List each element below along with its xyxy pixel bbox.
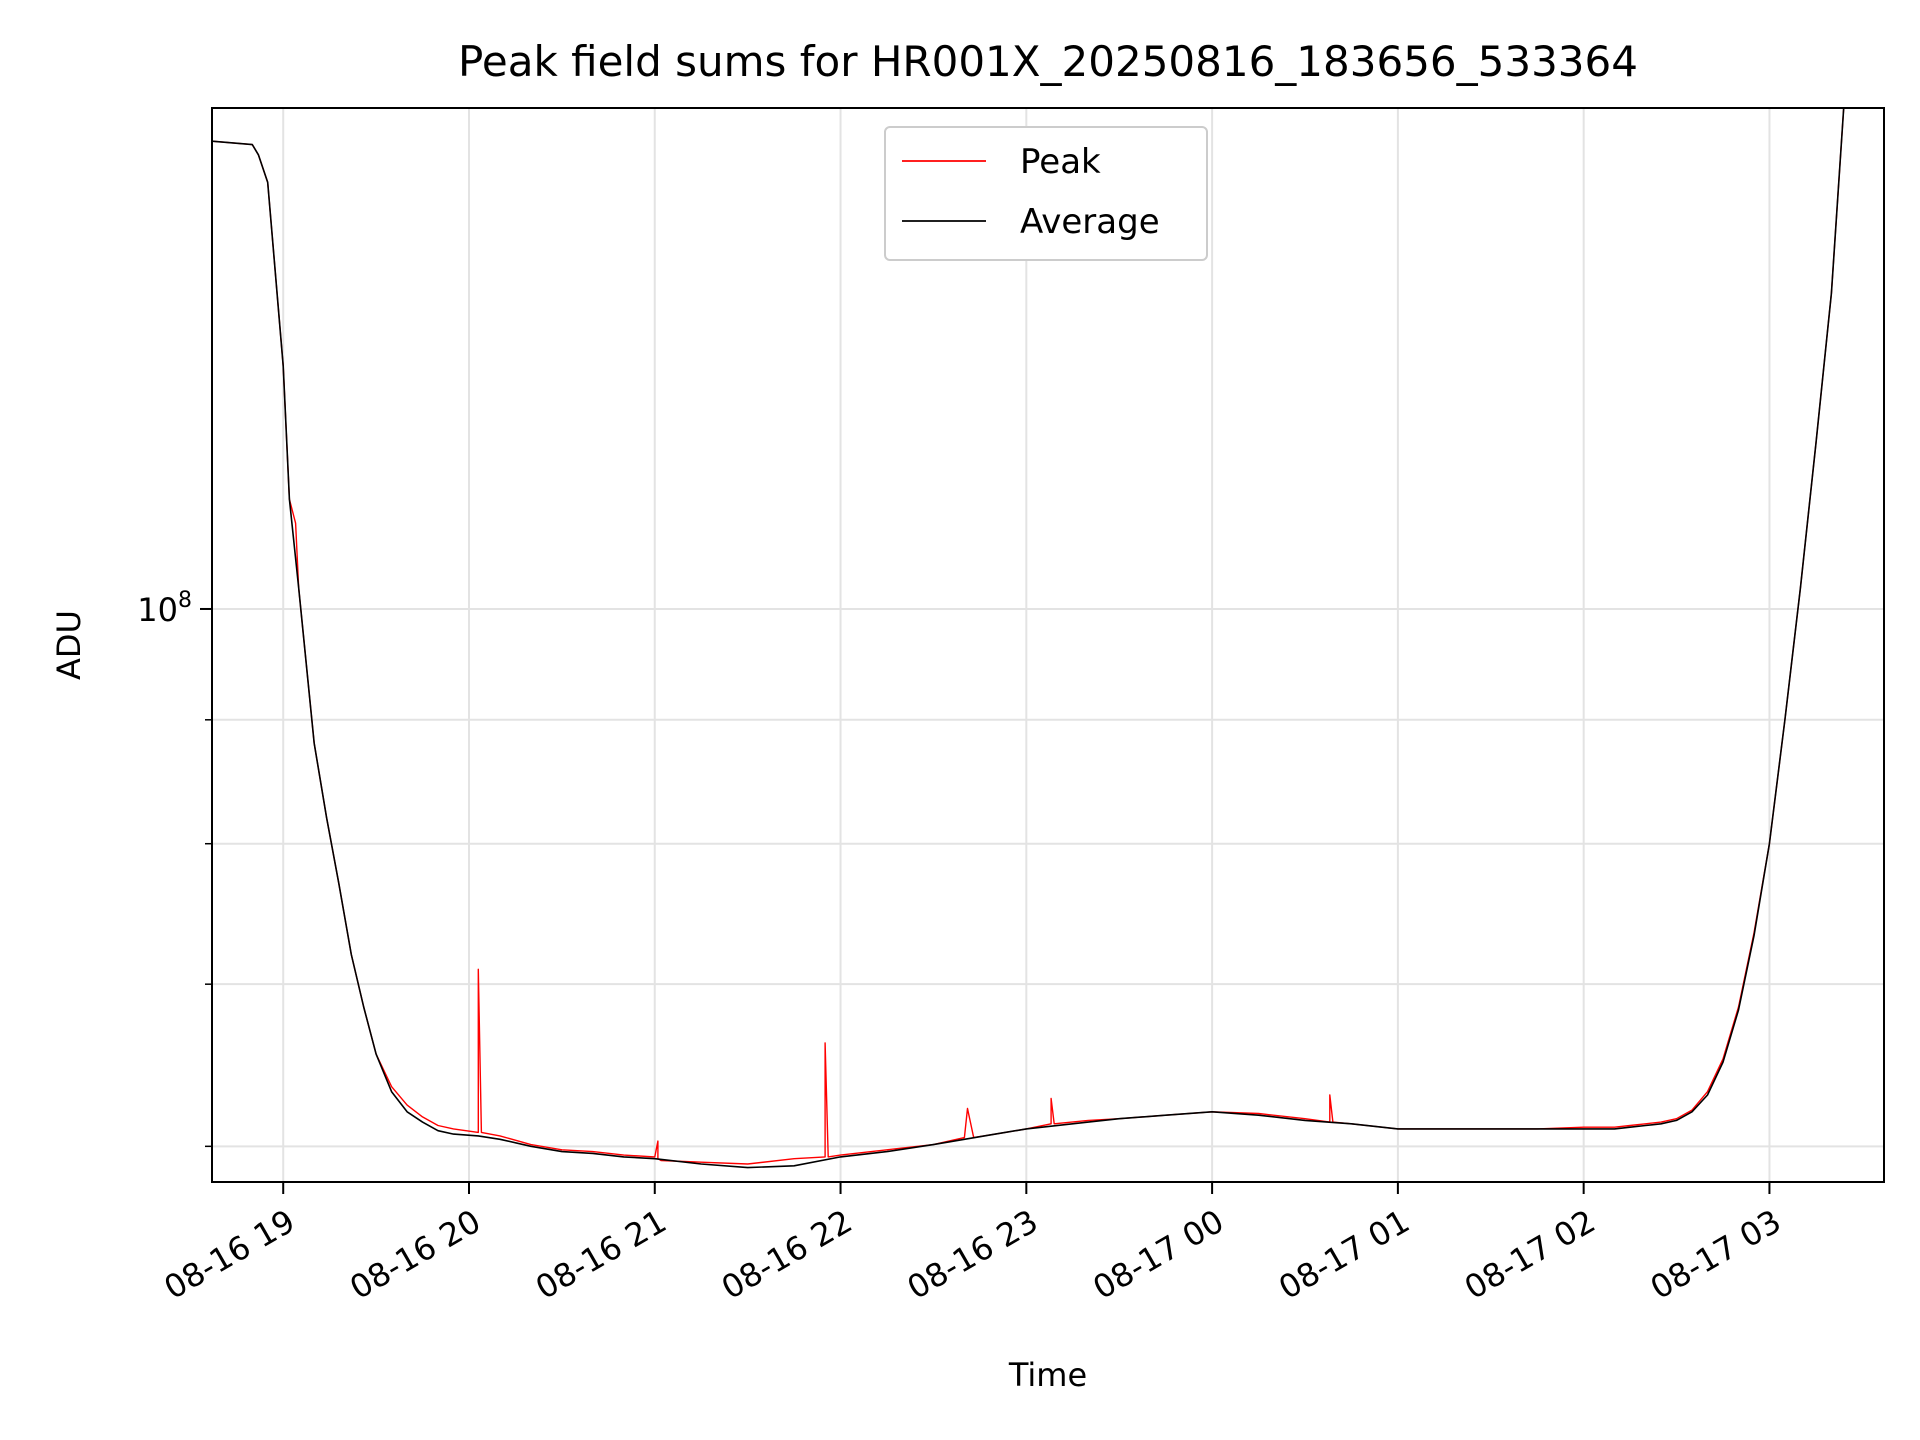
grid: [212, 108, 1884, 1182]
y-tick-label: 108: [137, 588, 192, 629]
plot-frame: [211, 107, 1885, 1183]
chart-title: Peak field sums for HR001X_20250816_1836…: [458, 37, 1638, 86]
series-line-average: [211, 107, 1845, 1169]
x-axis-label: Time: [1008, 1356, 1087, 1394]
legend-label-average: Average: [1020, 202, 1160, 242]
y-axis-label: ADU: [50, 610, 88, 680]
series-layer: [211, 107, 1845, 1169]
legend: Peak Average: [884, 126, 1208, 261]
legend-label-peak: Peak: [1020, 142, 1101, 182]
